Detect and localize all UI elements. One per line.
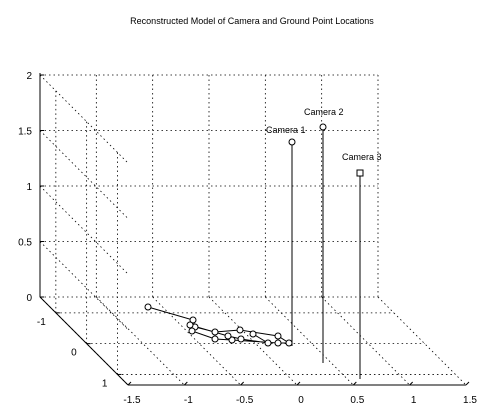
ground-point-path	[144, 303, 293, 347]
x-tick	[127, 381, 132, 386]
z-tick-label: 1.5	[18, 127, 32, 138]
y-tick-label: 1	[102, 378, 108, 389]
ground-point-marker	[188, 327, 196, 335]
grid-line	[96, 296, 185, 386]
grid-line	[265, 296, 354, 386]
camera-label: Camera 1	[266, 125, 306, 135]
x-tick	[465, 381, 470, 386]
x-tick-label: 1.5	[463, 395, 477, 406]
grid-line	[208, 296, 298, 386]
ground-point-marker	[228, 336, 236, 344]
x-tick	[296, 381, 301, 386]
ground-point-marker	[211, 335, 219, 343]
x-tick-label: -0.5	[236, 395, 254, 406]
y-tick-label: -1	[37, 317, 46, 328]
grid-line	[377, 296, 467, 386]
grid-line	[39, 74, 129, 164]
camera-stems: Camera 1 Camera 2 Camera 3	[266, 107, 382, 379]
z-tick-label: 2	[26, 71, 32, 82]
grid-line	[321, 296, 410, 386]
camera-label: Camera 2	[304, 107, 344, 117]
x-tick-label: 0.5	[350, 395, 364, 406]
grid-line	[39, 185, 129, 275]
grid-line	[39, 241, 129, 330]
chart-title: Reconstructed Model of Camera and Ground…	[130, 16, 374, 26]
ground-point-marker	[264, 339, 272, 347]
x-tick	[409, 381, 414, 386]
tick-labels: -1.5 -1 -0.5 0 0.5 1 1.5 -1 0 1 0 0.5 1 1.5 2	[18, 71, 477, 406]
y-tick-label: 0	[71, 348, 77, 359]
axis-line	[39, 296, 129, 386]
ground-point-line	[147, 306, 291, 344]
ground-point-marker	[211, 328, 219, 336]
ground-point-marker	[274, 339, 282, 347]
z-tick-label: 1	[26, 182, 32, 193]
x-tick-label: 0	[298, 395, 304, 406]
x-tick-label: -1.5	[123, 395, 141, 406]
tick-marks	[40, 74, 470, 386]
ground-point-marker	[249, 330, 257, 338]
camera-label: Camera 3	[342, 152, 382, 162]
ground-point-marker	[224, 332, 232, 340]
x-tick-label: -1	[184, 395, 193, 406]
grid-line	[39, 130, 129, 219]
camera-marker	[319, 123, 327, 131]
grid-line	[152, 296, 241, 386]
ground-point-marker	[144, 303, 152, 311]
x-tick	[183, 381, 188, 386]
camera-marker	[288, 138, 296, 146]
ground-point-marker	[237, 335, 245, 343]
z-tick-label: 0	[26, 293, 32, 304]
ground-point-marker	[186, 321, 194, 329]
x-tick-label: 1	[411, 395, 417, 406]
x-tick	[352, 381, 357, 386]
grid-lines	[39, 74, 467, 386]
ground-point-marker	[285, 339, 293, 347]
ground-point-marker	[236, 326, 244, 334]
ground-point-marker	[274, 332, 282, 340]
ground-point-marker	[189, 316, 197, 324]
x-tick	[240, 381, 245, 386]
camera-marker	[356, 169, 364, 177]
axes-frame	[39, 73, 466, 386]
z-tick-label: 0.5	[18, 238, 32, 249]
